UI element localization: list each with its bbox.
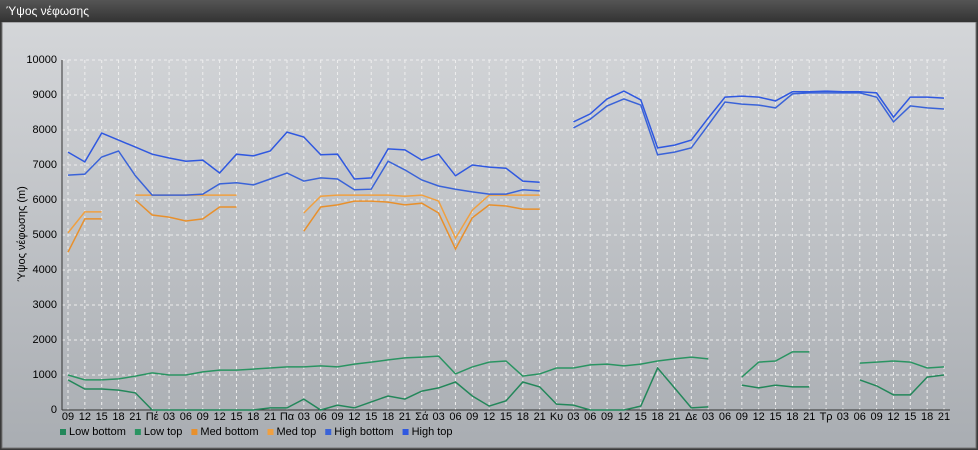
- y-tick-label: 4000: [33, 264, 57, 276]
- legend-label: Med top: [277, 426, 317, 438]
- series-line: [67, 90, 945, 183]
- x-tick-label: Δε: [685, 411, 697, 423]
- x-tick-label: 18: [247, 411, 259, 423]
- x-tick-label: 09: [466, 411, 478, 423]
- series-line: [67, 366, 945, 411]
- x-tick-label: 12: [753, 411, 765, 423]
- x-tick-label: 18: [786, 411, 798, 423]
- x-tick-label: 21: [803, 411, 815, 423]
- x-tick-label: 09: [331, 411, 343, 423]
- x-tick-label: Κυ: [550, 411, 563, 423]
- x-tick-label: 21: [264, 411, 276, 423]
- x-tick-label: 15: [500, 411, 512, 423]
- legend-swatch: [325, 429, 332, 435]
- x-tick-label: 12: [618, 411, 630, 423]
- legend-swatch: [267, 429, 274, 435]
- series-line: [67, 199, 540, 253]
- y-axis-label: Ύψος νέφωσης (m): [16, 186, 28, 282]
- legend-label: Low bottom: [69, 426, 126, 438]
- x-tick-label: 21: [399, 411, 411, 423]
- x-tick-label: 06: [180, 411, 192, 423]
- x-tick-label: 21: [534, 411, 546, 423]
- x-tick-label: 09: [870, 411, 882, 423]
- x-tick-label: 03: [837, 411, 849, 423]
- x-tick-label: 06: [315, 411, 327, 423]
- x-tick-label: 15: [769, 411, 781, 423]
- x-tick-label: 03: [298, 411, 310, 423]
- x-tick-label: 18: [921, 411, 933, 423]
- legend-swatch: [191, 429, 198, 435]
- x-tick-label: 06: [854, 411, 866, 423]
- y-tick-label: 8000: [33, 124, 57, 136]
- x-tick-label: 12: [79, 411, 91, 423]
- x-tick-label: 09: [62, 411, 74, 423]
- x-tick-label: Πέ: [146, 411, 159, 423]
- x-tick-label: 09: [736, 411, 748, 423]
- y-tick-label: 1000: [33, 369, 57, 381]
- x-tick-label: 15: [904, 411, 916, 423]
- y-tick-label: 6000: [33, 194, 57, 206]
- x-tick-label: 21: [938, 411, 950, 423]
- x-tick-label: 21: [668, 411, 680, 423]
- x-tick-label: 06: [584, 411, 596, 423]
- window-title: Ύψος νέφωσης: [0, 0, 978, 22]
- x-tick-label: 15: [96, 411, 108, 423]
- x-tick-label: 18: [651, 411, 663, 423]
- y-tick-label: 3000: [33, 299, 57, 311]
- x-tick-label: 18: [382, 411, 394, 423]
- x-tick-label: 18: [112, 411, 124, 423]
- legend-swatch: [60, 429, 66, 435]
- x-tick-label: 09: [197, 411, 209, 423]
- x-tick-label: 06: [719, 411, 731, 423]
- x-tick-label: 03: [163, 411, 175, 423]
- x-tick-label: Σά: [415, 411, 429, 423]
- legend-label: Med bottom: [200, 426, 258, 438]
- x-tick-label: Τρ: [820, 411, 833, 423]
- x-tick-label: 21: [129, 411, 141, 423]
- y-tick-label: 2000: [33, 334, 57, 346]
- x-tick-label: 12: [213, 411, 225, 423]
- x-tick-label: 06: [449, 411, 461, 423]
- y-tick-label: 0: [51, 404, 57, 416]
- x-tick-label: 18: [517, 411, 529, 423]
- x-tick-label: 03: [567, 411, 579, 423]
- x-tick-label: 15: [635, 411, 647, 423]
- legend-label: High bottom: [334, 426, 393, 438]
- x-tick-label: 12: [483, 411, 495, 423]
- legend-swatch: [402, 429, 409, 435]
- series-line: [67, 92, 945, 196]
- series-line: [67, 351, 945, 381]
- y-tick-label: 9000: [33, 89, 57, 101]
- x-tick-label: 09: [601, 411, 613, 423]
- x-tick-label: 03: [702, 411, 714, 423]
- x-tick-label: Πα: [280, 411, 295, 423]
- x-tick-label: 15: [230, 411, 242, 423]
- x-tick-label: 12: [348, 411, 360, 423]
- y-tick-label: 7000: [33, 159, 57, 171]
- y-tick-label: 5000: [33, 229, 57, 241]
- chart: Ύψος νέφωσης (m) 0 1000 2000 3000 4000 5000 60…: [1, 22, 977, 449]
- legend-swatch: [134, 429, 141, 435]
- y-tick-label: 10000: [26, 54, 57, 66]
- x-tick-label: 15: [365, 411, 377, 423]
- legend-label: Low top: [144, 426, 183, 438]
- x-tick-label: 12: [887, 411, 899, 423]
- x-tick-label: 03: [432, 411, 444, 423]
- legend-label: High top: [412, 426, 453, 438]
